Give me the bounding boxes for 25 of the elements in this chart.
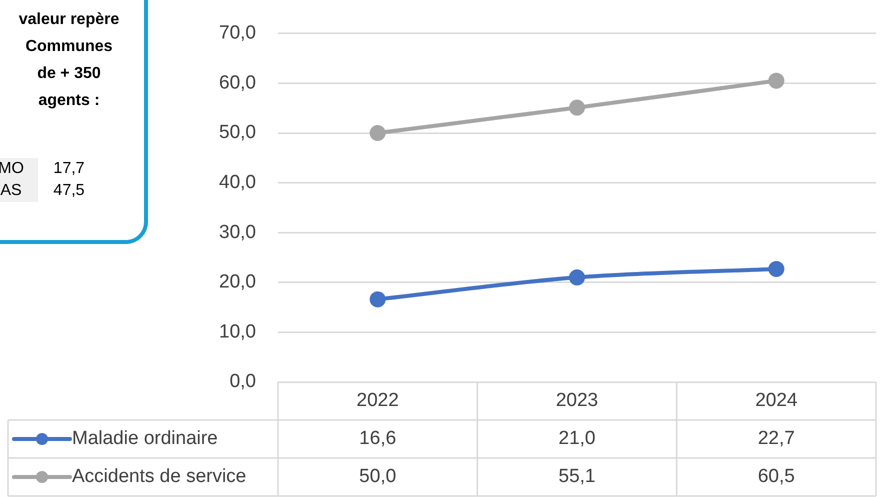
text: 50,0 — [359, 466, 396, 488]
text: 16,6 — [359, 428, 396, 450]
y-tick-label: 0,0 — [230, 371, 256, 392]
text: 22,7 — [758, 428, 795, 450]
text: 21,0 — [558, 428, 596, 450]
y-tick-label: 50,0 — [219, 122, 256, 144]
legend-label: Maladie ordinaire — [72, 428, 218, 450]
legend-label: Accidents de service — [72, 466, 246, 488]
point — [768, 260, 784, 277]
x-tick-label: 2024 — [755, 390, 798, 412]
y-tick-label: 20,0 — [219, 272, 256, 293]
point — [569, 269, 585, 286]
x-tick-label: 2023 — [556, 390, 598, 412]
y-tick-label: 30,0 — [219, 222, 256, 243]
text: 60,5 — [758, 466, 795, 488]
point — [569, 100, 585, 116]
y-tick-label: 60,0 — [219, 72, 256, 94]
y-tick-label: 10,0 — [219, 321, 256, 342]
point — [768, 72, 784, 89]
point — [370, 291, 386, 308]
y-tick-label: 70,0 — [219, 22, 256, 44]
y-tick-label: 40,0 — [219, 172, 256, 194]
text: 55,1 — [558, 466, 596, 488]
x-tick-label: 2022 — [356, 390, 399, 412]
point — [370, 125, 386, 141]
